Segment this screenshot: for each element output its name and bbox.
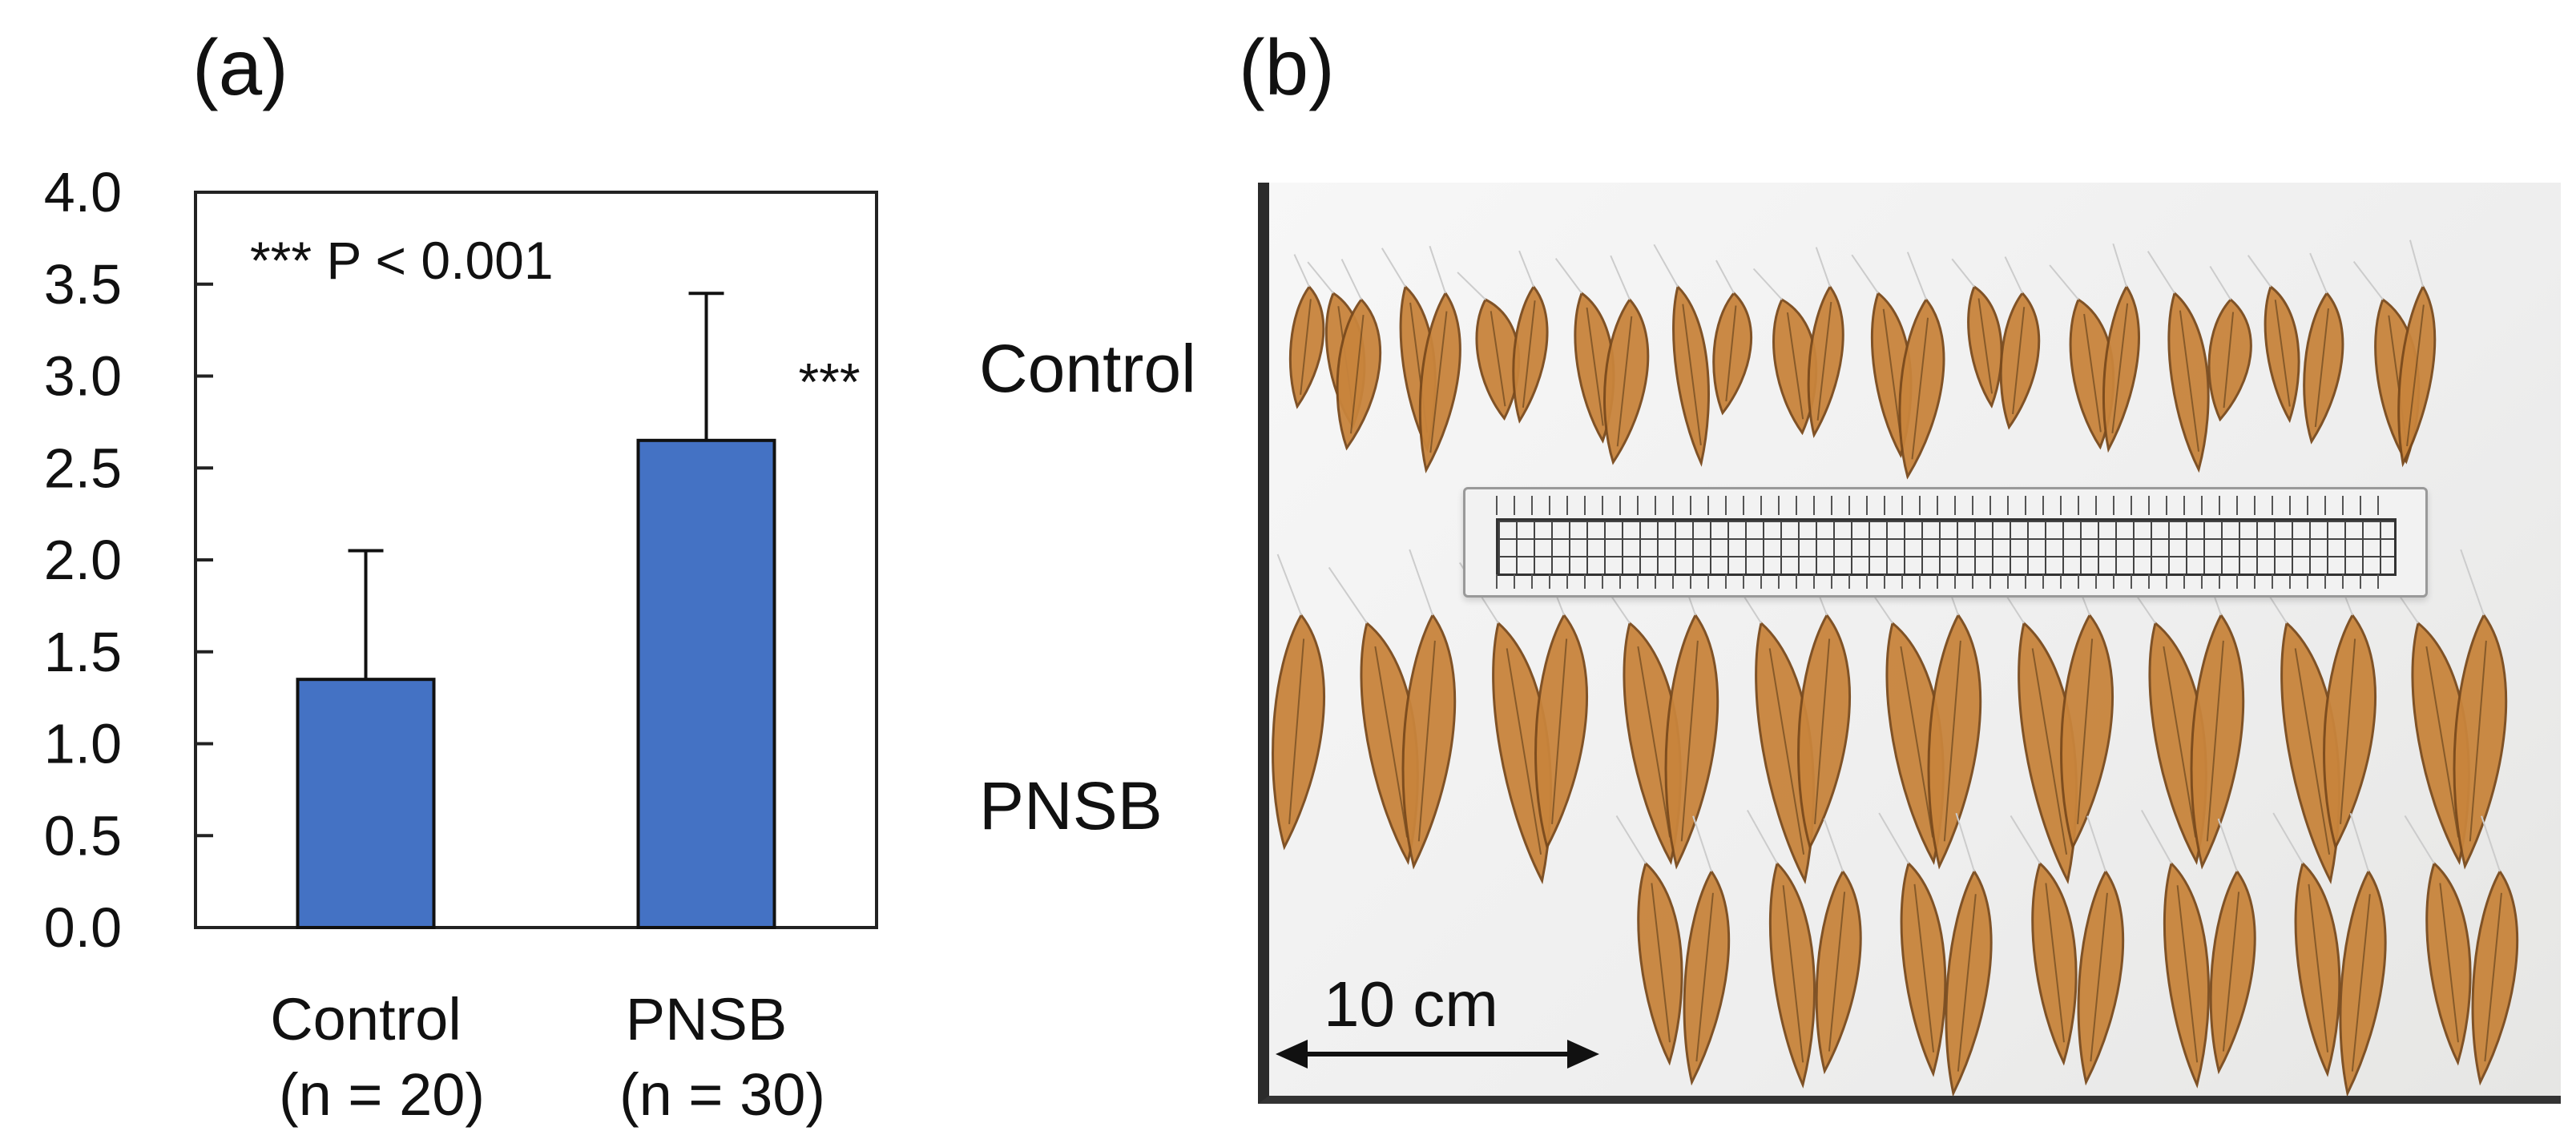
control-shrimp: [1752, 268, 1818, 436]
x-tick-sublabel: (n = 20): [279, 1061, 485, 1128]
control-shrimp: [2207, 265, 2252, 422]
x-tick-label: PNSB: [626, 986, 788, 1052]
y-axis-ticks: 0.0 0.5 1.0 1.5 2.0 2.5 3.0 3.5 4.0: [44, 161, 213, 959]
photo-row-label-pnsb: PNSB: [979, 768, 1163, 843]
pnsb-shrimp: [1746, 809, 1816, 1089]
scale-bar-label: 10 cm: [1324, 968, 1498, 1040]
pnsb-shrimp: [1683, 815, 1731, 1086]
x-axis-labels: Control (n = 20) PNSB (n = 30): [270, 986, 825, 1128]
control-shrimp: [2397, 239, 2437, 468]
bar-chart: 0.0 0.5 1.0 1.5 2.0 2.5 3.0 3.5 4.0 *** Control (…: [44, 161, 878, 1128]
pnsb-shrimp: [1615, 815, 1683, 1066]
ruler: [1463, 487, 2428, 598]
y-tick-label: 0.5: [44, 804, 122, 867]
pnsb-shrimp: [2323, 553, 2377, 851]
control-shrimp: [2247, 255, 2300, 424]
shrimp-illustration: [1272, 239, 2519, 1096]
control-shrimp: [1288, 254, 1325, 409]
shrimp-photo: 10 cm: [1258, 183, 2561, 1104]
pnsb-shrimp: [2471, 815, 2519, 1086]
pnsb-shrimp: [2010, 815, 2078, 1066]
pnsb-shrimp: [1797, 553, 1852, 851]
scale-bar: [1276, 1040, 1599, 1069]
pnsb-shrimp: [2453, 549, 2508, 870]
control-shrimp: [1807, 247, 1844, 439]
pnsb-shrimp: [2209, 818, 2256, 1075]
y-tick-label: 3.0: [44, 345, 122, 408]
control-shrimp: [1712, 260, 1753, 416]
pnsb-shrimp: [1945, 812, 1993, 1096]
pnsb-shrimp: [2404, 815, 2472, 1066]
photo-row-label-control: Control: [979, 331, 1196, 406]
y-tick-label: 0.0: [44, 896, 122, 959]
pnsb-shrimp: [1878, 812, 1947, 1077]
control-shrimp: [1653, 243, 1710, 467]
x-tick-label: Control: [270, 986, 462, 1052]
y-tick-label: 4.0: [44, 161, 122, 223]
control-shrimp: [2303, 252, 2344, 445]
control-shrimp: [1951, 258, 2003, 409]
y-tick-label: 3.5: [44, 253, 122, 316]
pnsb-shrimp: [1401, 549, 1457, 870]
control-shrimp: [1457, 272, 1521, 421]
control-shrimp: [1418, 245, 1461, 473]
pnsb-shrimp: [1272, 553, 1326, 851]
bar-group: ***: [296, 292, 861, 929]
pnsb-shrimp: [1664, 549, 1719, 870]
control-shrimp: [1999, 256, 2041, 430]
control-shrimp: [1512, 250, 1549, 424]
pnsb-shrimp: [2140, 809, 2210, 1089]
bar-pnsb: [636, 438, 776, 929]
pnsb-shrimp: [2272, 812, 2341, 1077]
y-tick-label: 1.0: [44, 713, 122, 775]
significance-marker: ***: [799, 352, 861, 412]
panel-label-b: (b): [1239, 23, 1335, 111]
control-shrimp: [2102, 243, 2140, 453]
pnsb-shrimp: [2060, 553, 2114, 851]
y-tick-label: 2.5: [44, 437, 122, 499]
control-shrimp: [2147, 251, 2210, 473]
control-shrimp: [1603, 255, 1650, 465]
control-shrimp: [1898, 252, 1945, 480]
bar-control: [296, 678, 436, 929]
p-value-annotation: *** P < 0.001: [250, 231, 554, 290]
y-tick-label: 1.5: [44, 621, 122, 683]
y-tick-label: 2.0: [44, 529, 122, 591]
pnsb-shrimp: [2077, 815, 2125, 1086]
panel-label-a: (a): [192, 23, 288, 111]
pnsb-shrimp: [2339, 812, 2387, 1096]
pnsb-shrimp: [1815, 818, 1862, 1075]
control-shrimp: [1336, 259, 1382, 451]
x-tick-sublabel: (n = 30): [619, 1061, 825, 1128]
